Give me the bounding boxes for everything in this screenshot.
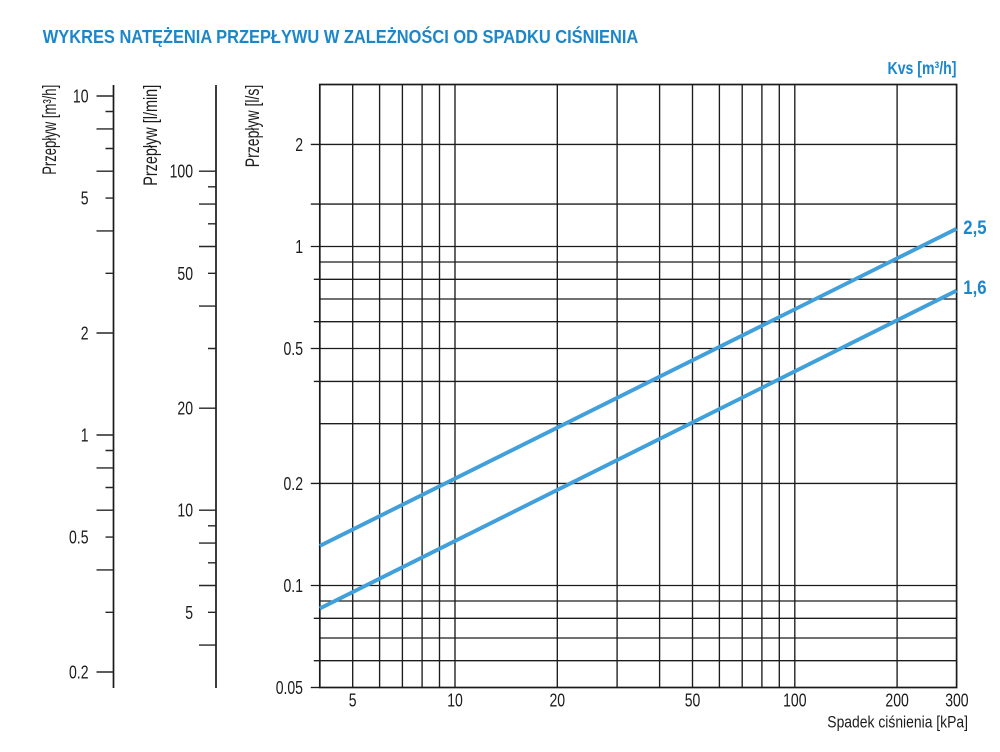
- svg-text:20: 20: [550, 691, 566, 711]
- svg-text:200: 200: [885, 691, 908, 711]
- svg-text:0.5: 0.5: [284, 339, 304, 359]
- svg-text:100: 100: [170, 162, 193, 182]
- svg-text:50: 50: [685, 691, 701, 711]
- svg-text:0.05: 0.05: [276, 678, 303, 698]
- svg-text:1: 1: [295, 237, 303, 257]
- svg-text:5: 5: [349, 691, 357, 711]
- svg-text:10: 10: [177, 501, 193, 521]
- svg-text:0.2: 0.2: [69, 663, 89, 683]
- svg-text:10: 10: [73, 87, 89, 107]
- svg-text:2: 2: [295, 135, 303, 155]
- svg-text:10: 10: [447, 691, 463, 711]
- svg-text:Przepływ [l/s]: Przepływ [l/s]: [242, 85, 264, 168]
- svg-text:2,5: 2,5: [963, 218, 987, 239]
- svg-text:100: 100: [783, 691, 806, 711]
- svg-text:0.2: 0.2: [284, 474, 304, 494]
- svg-text:5: 5: [185, 603, 193, 623]
- svg-text:Spadek ciśnienia [kPa]: Spadek ciśnienia [kPa]: [827, 713, 968, 732]
- svg-text:1,6: 1,6: [963, 278, 986, 299]
- svg-text:2: 2: [81, 324, 89, 344]
- svg-text:Kvs [m³/h]: Kvs [m³/h]: [888, 58, 957, 78]
- svg-text:Przepływ [m³/h]: Przepływ [m³/h]: [39, 85, 61, 175]
- svg-text:300: 300: [945, 691, 968, 711]
- svg-text:5: 5: [81, 189, 89, 209]
- svg-text:Przepływ [l/min]: Przepływ [l/min]: [140, 85, 162, 186]
- svg-text:50: 50: [177, 264, 193, 284]
- svg-text:20: 20: [177, 399, 193, 419]
- svg-text:0.5: 0.5: [69, 528, 89, 548]
- svg-text:WYKRES NATĘŻENIA PRZEPŁYWU W Z: WYKRES NATĘŻENIA PRZEPŁYWU W ZALEŻNOŚCI …: [43, 26, 639, 47]
- svg-text:1: 1: [81, 426, 89, 446]
- svg-text:0.1: 0.1: [284, 576, 304, 596]
